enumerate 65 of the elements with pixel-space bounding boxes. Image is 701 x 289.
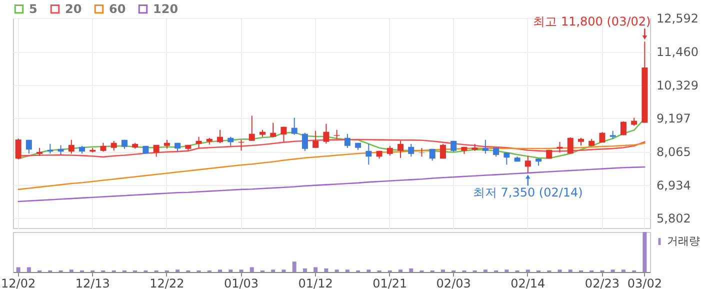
x-tick-label: 02/03 — [436, 276, 471, 289]
y-tick-label: 6,934 — [656, 178, 691, 192]
candlestick — [228, 136, 234, 146]
candlestick — [567, 136, 574, 154]
x-tick-label: 02/14 — [510, 276, 546, 289]
candlestick — [68, 139, 74, 154]
y-tick-label: 8,065 — [656, 145, 691, 160]
y-tick-label: 11,460 — [656, 45, 698, 60]
x-tick-label: 01/03 — [224, 276, 259, 289]
candlestick — [15, 138, 22, 160]
candlestick — [440, 143, 446, 160]
annotation: 최고 11,800 (03/02) — [533, 14, 651, 29]
candlestick — [196, 136, 202, 148]
x-tick-label: 12/22 — [150, 276, 184, 289]
candlestick — [493, 147, 500, 158]
bar — [250, 267, 254, 272]
candlestick — [270, 122, 276, 138]
x-tick-label: 12/02 — [1, 276, 36, 289]
y-tick-label: 10,329 — [656, 78, 698, 92]
candlestick — [334, 129, 340, 140]
candlestick — [217, 129, 224, 144]
x-tick-label: 03/02 — [627, 276, 662, 289]
x-tick-label: 01/21 — [372, 276, 408, 289]
candlestick — [280, 126, 287, 142]
candlestick — [620, 120, 626, 136]
bar — [314, 267, 318, 272]
x-tick-label: 12/13 — [75, 276, 110, 289]
bar — [302, 268, 307, 272]
bar — [292, 262, 296, 272]
bar — [409, 268, 414, 272]
bar — [324, 268, 328, 272]
line-series — [18, 166, 646, 202]
legend-label: 20 — [65, 2, 82, 16]
bar — [26, 267, 31, 272]
candlestick — [291, 117, 298, 136]
bar — [642, 232, 647, 272]
candlestick — [398, 140, 404, 158]
candlestick — [524, 155, 531, 174]
y-tick-label: 12,592 — [656, 12, 698, 26]
candlestick — [248, 115, 255, 142]
candlestick — [47, 143, 54, 154]
candlestick — [323, 123, 330, 144]
candlestick — [110, 140, 117, 152]
candlestick — [344, 133, 350, 148]
candlestick — [26, 139, 32, 154]
legend-label: 60 — [109, 2, 126, 16]
candlestick — [386, 145, 393, 156]
candlestick — [312, 130, 319, 148]
x-tick-label: 01/12 — [298, 276, 333, 289]
y-tick-label: 9,197 — [656, 112, 691, 126]
y-tick-label: 5,802 — [656, 212, 691, 226]
candlestick — [366, 143, 372, 166]
annotation: 최저 7,350 (02/14) — [472, 186, 583, 200]
candlestick — [504, 152, 510, 166]
candlestick — [408, 143, 414, 158]
candlestick — [58, 144, 64, 156]
legend-label: 120 — [153, 2, 178, 16]
legend-label: 5 — [29, 2, 38, 16]
candlestick — [482, 139, 488, 154]
x-tick-label: 02/23 — [584, 276, 620, 289]
candlestick — [418, 147, 425, 158]
legend-label: 거래량 — [667, 234, 700, 248]
bar — [16, 267, 20, 272]
candlestick — [556, 141, 563, 154]
candlestick — [302, 132, 308, 152]
